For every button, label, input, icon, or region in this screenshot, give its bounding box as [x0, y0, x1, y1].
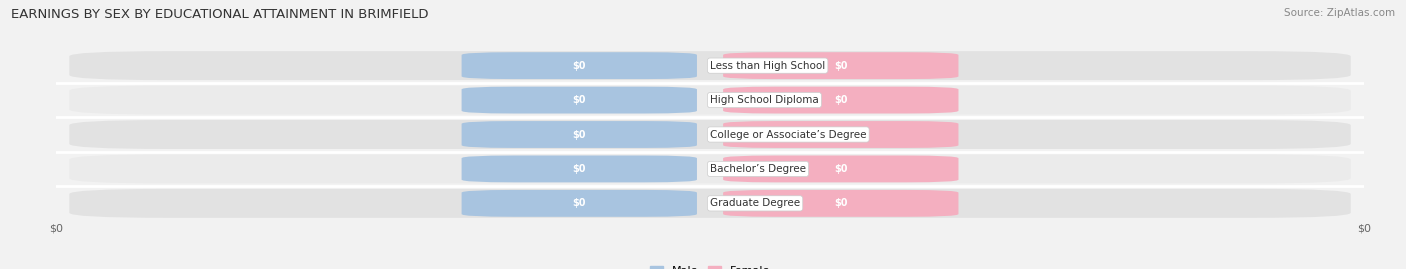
FancyBboxPatch shape — [723, 52, 959, 79]
FancyBboxPatch shape — [723, 121, 959, 148]
Text: $0: $0 — [834, 61, 848, 71]
Text: College or Associate’s Degree: College or Associate’s Degree — [710, 129, 866, 140]
Text: Less than High School: Less than High School — [710, 61, 825, 71]
Text: EARNINGS BY SEX BY EDUCATIONAL ATTAINMENT IN BRIMFIELD: EARNINGS BY SEX BY EDUCATIONAL ATTAINMEN… — [11, 8, 429, 21]
Text: $0: $0 — [834, 198, 848, 208]
Text: High School Diploma: High School Diploma — [710, 95, 818, 105]
FancyBboxPatch shape — [69, 154, 1351, 183]
Text: Source: ZipAtlas.com: Source: ZipAtlas.com — [1284, 8, 1395, 18]
FancyBboxPatch shape — [461, 52, 697, 79]
FancyBboxPatch shape — [69, 189, 1351, 218]
Text: Bachelor’s Degree: Bachelor’s Degree — [710, 164, 806, 174]
FancyBboxPatch shape — [723, 87, 959, 114]
Text: $0: $0 — [834, 129, 848, 140]
FancyBboxPatch shape — [461, 155, 697, 182]
FancyBboxPatch shape — [723, 155, 959, 182]
Legend: Male, Female: Male, Female — [645, 261, 775, 269]
Text: $0: $0 — [834, 95, 848, 105]
Text: $0: $0 — [572, 129, 586, 140]
FancyBboxPatch shape — [461, 87, 697, 114]
Text: $0: $0 — [572, 164, 586, 174]
Text: Graduate Degree: Graduate Degree — [710, 198, 800, 208]
FancyBboxPatch shape — [69, 86, 1351, 115]
Text: $0: $0 — [572, 198, 586, 208]
Text: $0: $0 — [572, 95, 586, 105]
Text: $0: $0 — [572, 61, 586, 71]
FancyBboxPatch shape — [461, 121, 697, 148]
FancyBboxPatch shape — [69, 120, 1351, 149]
Text: $0: $0 — [834, 164, 848, 174]
FancyBboxPatch shape — [69, 51, 1351, 80]
FancyBboxPatch shape — [461, 190, 697, 217]
FancyBboxPatch shape — [723, 190, 959, 217]
